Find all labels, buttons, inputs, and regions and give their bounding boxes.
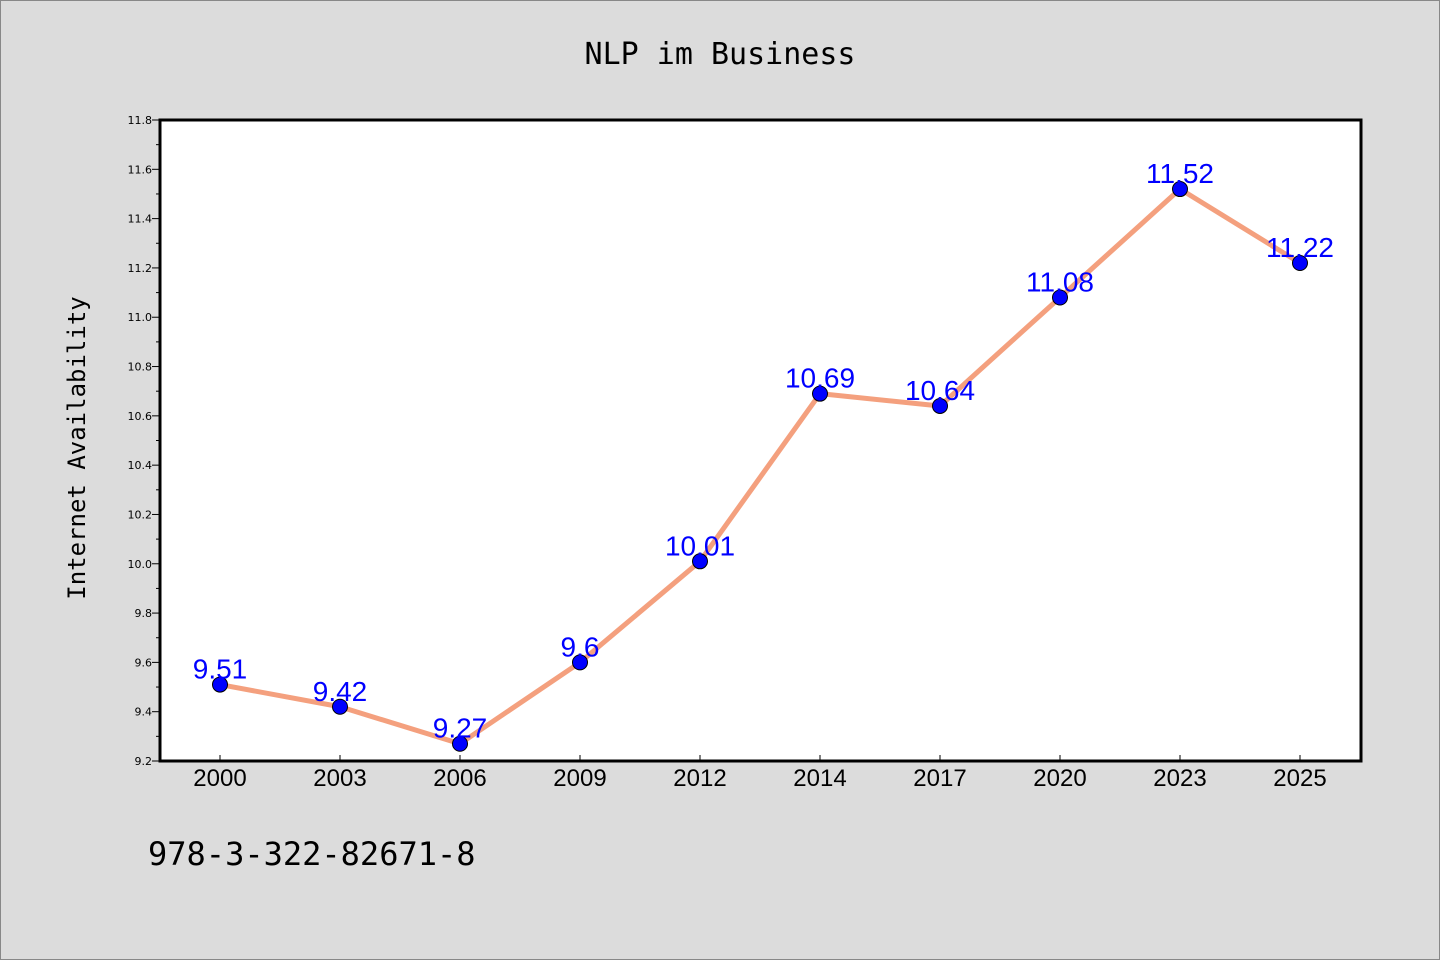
data-label: 9.51 <box>193 654 248 685</box>
data-point <box>1172 181 1188 198</box>
y-tick-label: 11.2 <box>128 262 153 275</box>
x-tick-label: 2017 <box>913 765 966 792</box>
data-points <box>212 181 1308 752</box>
series-line <box>217 186 1303 747</box>
y-tick-label: 9.4 <box>135 706 153 719</box>
data-point <box>812 385 828 402</box>
x-axis: 2000 2003 2006 2009 2012 2014 2017 2020 2023 2025 <box>193 755 1327 792</box>
y-axis-label: Internet Availability <box>63 296 91 599</box>
data-point <box>572 654 588 671</box>
y-tick-label: 10.4 <box>128 459 153 472</box>
y-tick-label: 10.6 <box>128 410 153 423</box>
data-point <box>692 553 708 570</box>
data-label: 9.6 <box>561 631 600 662</box>
x-tick-label: 2020 <box>1033 765 1086 792</box>
x-tick-label: 2012 <box>673 765 726 792</box>
x-tick-label: 2009 <box>553 765 606 792</box>
y-tick-label: 11.8 <box>128 114 153 127</box>
data-point <box>1292 254 1308 271</box>
x-tick-label: 2003 <box>313 765 366 792</box>
data-point <box>332 698 348 715</box>
data-point <box>452 735 468 752</box>
y-tick-label: 9.8 <box>135 607 153 620</box>
x-tick-label: 2014 <box>793 765 846 792</box>
x-tick-label: 2000 <box>193 765 246 792</box>
data-point <box>1052 289 1068 306</box>
y-tick-label: 10.0 <box>128 558 153 571</box>
data-label: 9.27 <box>433 713 488 744</box>
y-tick-label: 11.4 <box>128 213 153 226</box>
data-label: 10.01 <box>665 530 735 561</box>
y-tick-label: 9.6 <box>135 656 153 669</box>
plot-area <box>160 120 1361 761</box>
data-label: 10.69 <box>785 363 855 394</box>
footer-code: 978-3-322-82671-8 <box>148 835 476 873</box>
y-axis: 9.2 9.4 9.6 9.8 10.0 10.2 10.4 10.6 10.8 11.0 11.2… <box>128 114 160 768</box>
data-label: 9.42 <box>313 676 368 707</box>
data-labels: 9.51 9.42 9.27 9.6 10.01 10.69 10.64 11.08 11.52… <box>193 158 1334 744</box>
data-point <box>212 676 228 693</box>
data-label: 10.64 <box>905 375 975 406</box>
x-tick-label: 2025 <box>1273 765 1326 792</box>
y-tick-label: 11.0 <box>128 311 153 324</box>
y-tick-label: 9.2 <box>135 755 153 768</box>
chart-title: NLP im Business <box>585 37 856 72</box>
plot-frame <box>158 118 1363 763</box>
x-tick-label: 2023 <box>1153 765 1206 792</box>
data-label: 11.08 <box>1026 267 1094 298</box>
y-tick-label: 10.2 <box>128 508 153 521</box>
data-point <box>932 397 948 414</box>
y-tick-label: 11.6 <box>128 163 153 176</box>
data-label: 11.22 <box>1266 232 1334 263</box>
x-tick-label: 2006 <box>433 765 486 792</box>
data-label: 11.52 <box>1146 158 1214 189</box>
y-tick-label: 10.8 <box>128 361 153 374</box>
